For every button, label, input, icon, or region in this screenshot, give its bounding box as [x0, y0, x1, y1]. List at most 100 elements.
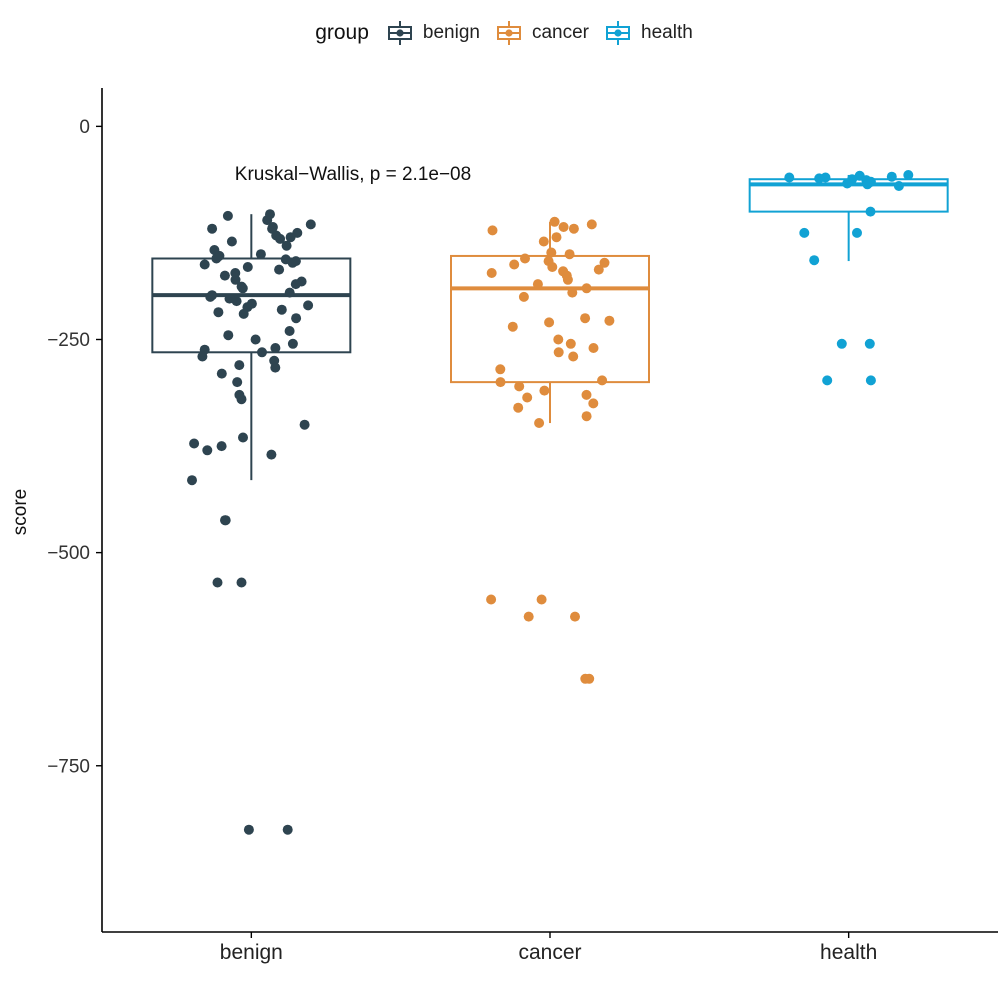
data-point [486, 594, 497, 605]
data-point [588, 343, 599, 353]
data-point [604, 315, 615, 326]
data-point [238, 308, 249, 319]
data-point [581, 283, 592, 294]
data-point [532, 279, 543, 290]
data-point [495, 364, 506, 375]
data-point [486, 268, 497, 278]
data-point [243, 824, 254, 835]
y-tick-label: −500 [47, 543, 90, 564]
legend-key-benign-icon [387, 21, 412, 45]
legend-label-benign: benign [422, 22, 480, 43]
data-point [199, 259, 210, 270]
legend-label-cancer: cancer [531, 22, 590, 43]
kruskal-wallis-annotation: Kruskal−Wallis, p = 2.1e−08 [235, 164, 471, 185]
box-iqr [151, 257, 352, 354]
data-point [202, 445, 213, 456]
data-point [862, 179, 873, 190]
data-point [546, 247, 557, 258]
data-point [266, 449, 277, 460]
legend-key-cancer-icon [496, 21, 521, 45]
data-point [213, 307, 224, 318]
data-point [886, 171, 897, 182]
legend-key-health-icon [606, 21, 631, 45]
data-point [234, 360, 245, 371]
data-point [205, 291, 216, 302]
data-point [536, 594, 547, 605]
data-point [822, 375, 833, 386]
data-point [216, 368, 227, 379]
legend: group benign cancer health [0, 18, 1008, 48]
data-point [558, 222, 569, 232]
data-point [237, 283, 248, 294]
data-point [564, 249, 575, 260]
data-point [893, 181, 904, 191]
legend-item-health: health [603, 18, 693, 48]
axes-layer: 0 −250 −500 −750 benign cancer health [47, 88, 998, 964]
data-point [586, 219, 597, 230]
data-point [495, 377, 506, 388]
data-point [562, 274, 573, 285]
data-point [287, 257, 298, 268]
data-point [305, 219, 316, 230]
legend-title: group [315, 21, 369, 44]
data-point [567, 287, 578, 298]
data-point [270, 343, 281, 353]
data-point [226, 236, 237, 247]
data-point [814, 173, 825, 184]
data-point [539, 385, 550, 396]
data-point [487, 225, 498, 236]
data-point [509, 259, 520, 270]
data-point [197, 351, 208, 362]
x-tick-label: benign [220, 941, 283, 964]
y-axis-label: score [10, 489, 31, 535]
data-point [581, 411, 592, 422]
data-point [865, 375, 876, 386]
data-point [538, 236, 549, 247]
data-point [257, 347, 267, 358]
data-point [274, 264, 285, 275]
data-point [553, 347, 564, 358]
data-point [809, 255, 820, 266]
data-point [852, 227, 862, 238]
data-point [236, 577, 247, 588]
data-point [568, 223, 579, 234]
data-point [593, 264, 604, 275]
data-point [282, 824, 293, 835]
data-point [597, 375, 608, 386]
data-point [903, 170, 914, 180]
data-point [518, 291, 529, 302]
data-point [276, 304, 287, 315]
legend-label-health: health [641, 22, 693, 43]
data-point [784, 172, 795, 183]
data-point [836, 338, 847, 349]
data-point [250, 334, 261, 345]
legend-item-cancer: cancer [494, 18, 589, 48]
data-point [514, 381, 525, 392]
data-point [544, 317, 555, 328]
data-point [570, 611, 580, 622]
data-point [275, 233, 286, 244]
data-point [236, 394, 247, 405]
data-point [281, 240, 292, 251]
data-point [219, 270, 230, 281]
data-point [285, 232, 296, 243]
x-tick-label: health [820, 941, 877, 964]
data-point [549, 216, 560, 227]
data-point [523, 611, 534, 622]
data-point [299, 419, 310, 430]
data-point [238, 432, 248, 443]
data-point [522, 392, 533, 403]
data-point [580, 313, 591, 324]
y-tick-label: −250 [47, 330, 90, 351]
x-tick-label: cancer [518, 941, 581, 964]
data-point [547, 262, 558, 272]
data-point [270, 362, 281, 373]
data-point [223, 330, 234, 341]
point-layer [187, 170, 914, 835]
data-point [232, 377, 243, 388]
data-point [231, 296, 242, 307]
data-point [211, 253, 222, 264]
data-point [581, 389, 592, 400]
data-point [242, 262, 253, 272]
data-point [799, 227, 810, 238]
